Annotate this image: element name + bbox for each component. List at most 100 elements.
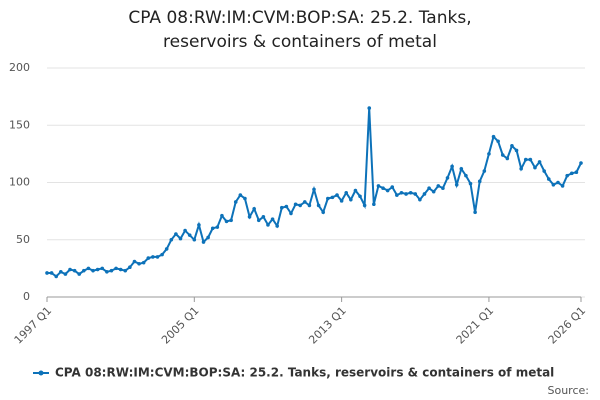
y-tick-label: 100 xyxy=(9,176,30,189)
point xyxy=(229,218,233,223)
point xyxy=(390,185,395,189)
point xyxy=(473,210,477,215)
point xyxy=(556,180,560,185)
point xyxy=(82,268,86,273)
point xyxy=(339,199,344,203)
point xyxy=(316,203,321,208)
point xyxy=(100,266,105,271)
point xyxy=(399,191,404,195)
point xyxy=(464,173,468,178)
point xyxy=(459,166,464,171)
point xyxy=(247,215,252,219)
point xyxy=(298,203,302,208)
point xyxy=(183,228,187,233)
point xyxy=(279,205,284,210)
point xyxy=(155,255,160,259)
point xyxy=(215,225,220,229)
point xyxy=(187,233,192,237)
point xyxy=(178,236,183,241)
point xyxy=(408,191,413,195)
point xyxy=(210,226,215,231)
point xyxy=(560,184,565,188)
point xyxy=(445,176,450,180)
point xyxy=(533,165,537,170)
point xyxy=(146,256,151,260)
point xyxy=(256,218,261,223)
point xyxy=(266,223,270,227)
point xyxy=(514,148,519,153)
y-tick-label: 200 xyxy=(9,61,30,74)
point xyxy=(123,268,128,273)
chart-title: CPA 08:RW:IM:CVM:BOP:SA: 25.2. Tanks, re… xyxy=(128,8,472,52)
point xyxy=(427,186,431,191)
point xyxy=(243,196,247,201)
point xyxy=(422,192,427,196)
point xyxy=(537,160,542,164)
point xyxy=(367,106,372,110)
point xyxy=(358,194,362,199)
point xyxy=(353,188,358,193)
point xyxy=(519,166,523,171)
series-line xyxy=(47,108,582,278)
point xyxy=(270,217,275,221)
legend-marker xyxy=(38,370,44,376)
point xyxy=(349,197,353,202)
point xyxy=(252,207,256,211)
point xyxy=(496,139,500,144)
point xyxy=(160,252,164,257)
point xyxy=(482,169,487,173)
point xyxy=(68,267,72,272)
point xyxy=(569,171,574,176)
point xyxy=(95,267,100,272)
source: Source: xyxy=(548,384,590,397)
point xyxy=(528,157,533,162)
point xyxy=(546,177,551,181)
point xyxy=(574,170,579,174)
point xyxy=(436,184,441,188)
point xyxy=(312,187,316,192)
point xyxy=(54,274,59,279)
x-tick-label: 1997 Q1 xyxy=(12,304,55,347)
point xyxy=(413,192,418,196)
point xyxy=(63,272,68,276)
x-tick-label: 2013 Q1 xyxy=(306,304,349,347)
point xyxy=(321,210,326,215)
point xyxy=(86,266,91,271)
point xyxy=(477,179,482,184)
point xyxy=(330,195,335,200)
point xyxy=(385,188,390,193)
point xyxy=(72,268,77,273)
point xyxy=(431,189,436,194)
point xyxy=(307,203,312,208)
point xyxy=(326,196,330,201)
point xyxy=(293,202,298,207)
point xyxy=(505,156,510,161)
point xyxy=(500,153,505,157)
point xyxy=(395,193,399,197)
point xyxy=(206,235,210,240)
x-tick-label: 2021 Q1 xyxy=(454,304,497,347)
point xyxy=(238,193,243,197)
point xyxy=(284,204,289,209)
point xyxy=(114,266,118,271)
point xyxy=(491,134,496,139)
point xyxy=(197,223,201,227)
point xyxy=(45,271,49,275)
point xyxy=(169,237,174,242)
point xyxy=(275,224,279,228)
point xyxy=(49,271,54,275)
point xyxy=(565,173,569,178)
x-tick-label: 2005 Q1 xyxy=(159,304,202,347)
point xyxy=(128,265,132,270)
legend-label: CPA 08:RW:IM:CVM:BOP:SA: 25.2. Tanks, re… xyxy=(55,366,554,380)
point xyxy=(201,240,206,244)
point xyxy=(289,211,293,216)
point xyxy=(118,267,123,272)
point xyxy=(579,161,583,165)
point xyxy=(362,203,367,208)
y-tick-label: 150 xyxy=(9,118,30,131)
y-tick-label: 0 xyxy=(23,290,30,303)
point xyxy=(551,182,556,187)
point xyxy=(372,202,376,207)
